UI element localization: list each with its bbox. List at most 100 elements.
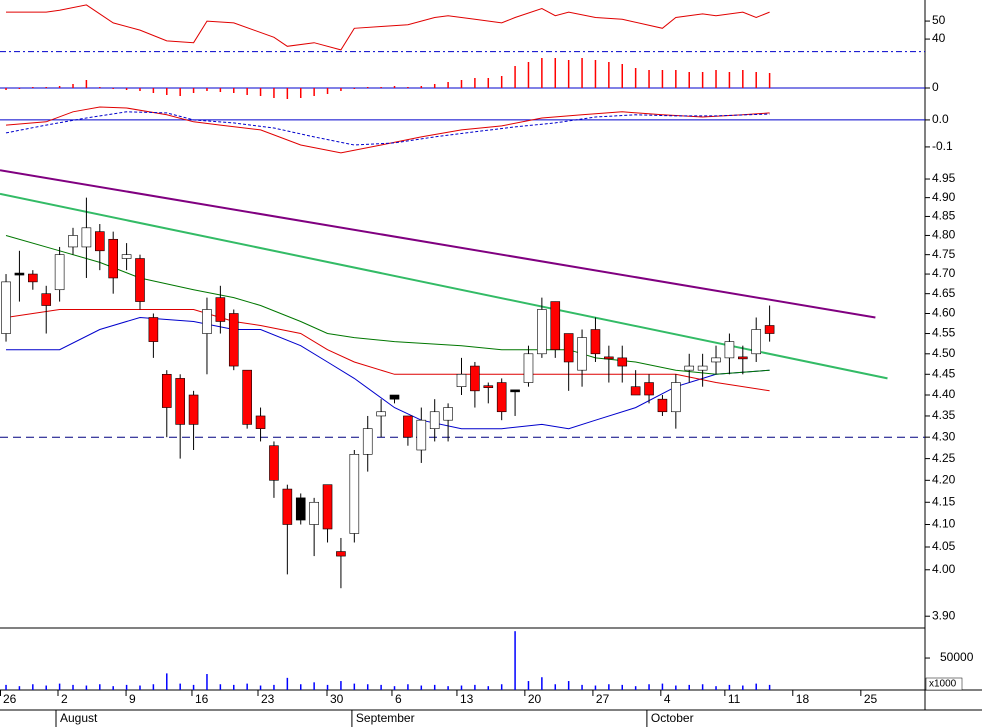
y-tick-label: 0.0 — [932, 112, 949, 126]
bar — [192, 88, 195, 93]
candle-body — [242, 369, 252, 425]
bar — [139, 685, 141, 690]
bar — [661, 70, 664, 88]
bar — [179, 683, 181, 690]
candle-body — [456, 373, 467, 387]
y-tick-label: 4.80 — [932, 228, 956, 242]
bar — [648, 70, 650, 88]
x-tick-label: 30 — [330, 692, 344, 706]
y-tick-label: 3.90 — [932, 608, 956, 622]
candle-body — [630, 386, 641, 396]
candle-body — [148, 317, 159, 342]
candle-body — [202, 309, 212, 334]
bar — [527, 681, 530, 690]
bar — [313, 682, 315, 690]
bar — [246, 88, 248, 95]
y-tick-label: 4.85 — [932, 209, 956, 223]
bar — [500, 76, 503, 88]
bar — [58, 683, 61, 690]
bar — [353, 88, 356, 89]
bar — [192, 684, 195, 690]
candle-body — [389, 394, 400, 400]
y-tick-label: 0 — [932, 80, 939, 94]
bar — [594, 60, 597, 88]
bar — [487, 686, 490, 690]
candle-body — [1, 281, 11, 334]
bar — [621, 684, 623, 690]
bar — [554, 58, 557, 88]
candle-body — [416, 419, 427, 451]
bar — [755, 683, 757, 690]
bar — [688, 684, 690, 690]
candle-body — [309, 501, 319, 525]
candle-body — [108, 238, 118, 279]
candle-body — [161, 373, 172, 408]
candle-body — [724, 341, 735, 359]
y-tick-label: 50000 — [940, 650, 974, 664]
bar — [286, 88, 289, 99]
bar — [112, 686, 114, 690]
bar — [72, 84, 74, 88]
candle-body — [228, 313, 239, 367]
bar — [18, 686, 21, 690]
month-label: September — [356, 711, 415, 725]
x-tick-label: 16 — [195, 692, 209, 706]
bar — [125, 88, 128, 90]
bar — [715, 70, 717, 88]
candle-body — [269, 445, 279, 481]
bar — [621, 64, 623, 88]
month-label: August — [60, 711, 98, 725]
y-tick-label: 4.30 — [932, 429, 956, 443]
bar — [99, 87, 101, 88]
y-tick-label: 4.70 — [932, 266, 956, 280]
bar — [608, 62, 610, 88]
candle-body — [470, 365, 480, 392]
y-tick-label: 4.20 — [932, 472, 956, 486]
candle-body — [577, 337, 587, 371]
bar — [701, 72, 704, 88]
bar — [85, 80, 88, 88]
month-label: October — [651, 711, 694, 725]
unit-box — [925, 677, 963, 691]
x-tick-label: 9 — [129, 692, 136, 706]
candle-body — [54, 254, 65, 291]
bar — [5, 88, 7, 90]
bar — [299, 88, 302, 98]
candle-body — [483, 385, 494, 388]
candle-body — [282, 488, 293, 525]
bar — [206, 88, 208, 91]
series-line — [0, 169, 876, 319]
bar — [407, 684, 409, 690]
candle-body — [738, 356, 748, 360]
bar — [366, 87, 369, 88]
x-tick-label: 6 — [395, 692, 402, 706]
candle-body — [711, 357, 721, 363]
candle-body — [81, 227, 92, 248]
y-tick-label: 4.95 — [932, 171, 956, 185]
candle-body — [362, 428, 373, 455]
x-tick-label: 20 — [528, 692, 542, 706]
y-tick-label: 4.90 — [932, 190, 956, 204]
y-tick-label: 4.45 — [932, 366, 956, 380]
bar — [139, 88, 141, 91]
candle-body — [349, 454, 360, 534]
volume-unit: x1000 — [929, 679, 957, 690]
x-tick-label: 23 — [261, 692, 275, 706]
bar — [634, 686, 637, 690]
candle-body — [510, 389, 520, 393]
bar — [447, 82, 449, 88]
y-tick-label: 4.00 — [932, 562, 956, 576]
bar — [340, 681, 342, 690]
candle-body — [215, 297, 226, 322]
bar — [594, 685, 597, 690]
bar — [474, 78, 476, 88]
x-tick-label: 25 — [864, 692, 878, 706]
bar — [675, 685, 677, 690]
candle-body — [496, 382, 507, 413]
bar — [433, 84, 436, 88]
bar — [701, 684, 704, 690]
bar — [366, 684, 369, 690]
bar — [541, 58, 543, 88]
bar — [768, 73, 771, 88]
